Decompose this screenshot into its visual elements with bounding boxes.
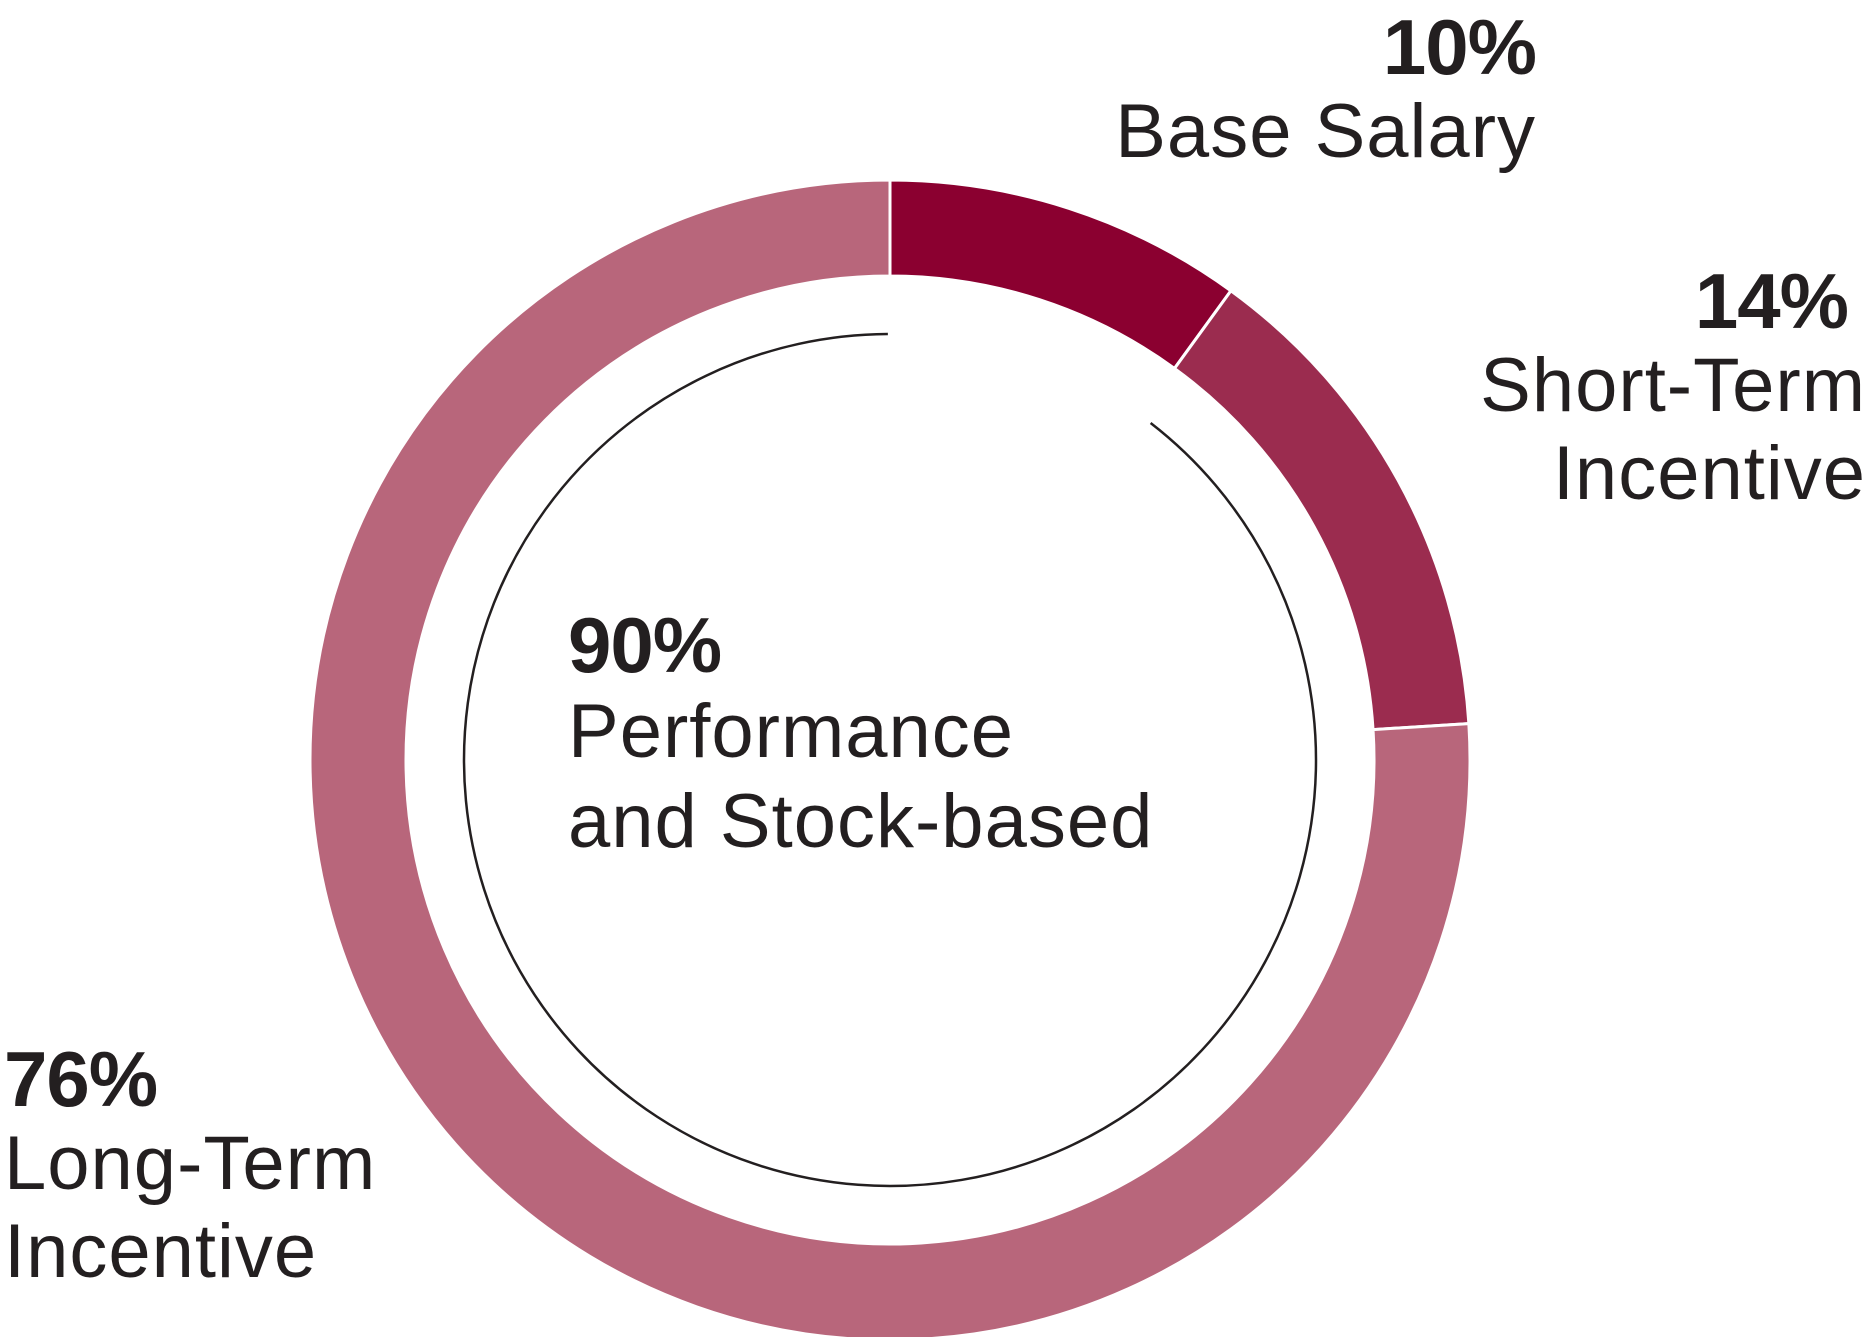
- long-term-percent: 76%: [4, 1035, 158, 1123]
- base-salary-percent: 10%: [1382, 3, 1537, 91]
- slice-base-salary: [888, 178, 1234, 371]
- donut-slices: [308, 178, 1472, 1337]
- long-term-name-line1: Long-Term: [4, 1121, 377, 1206]
- slice-short-term-incentive: [1172, 288, 1471, 732]
- center-text-line2: and Stock-based: [568, 779, 1154, 864]
- center-text-line1: Performance: [568, 689, 1015, 774]
- label-base-salary: 10% Base Salary: [1115, 3, 1537, 174]
- long-term-name-line2: Incentive: [4, 1209, 318, 1294]
- center-percent: 90%: [568, 601, 722, 689]
- performance-stock-arc: [462, 332, 1318, 1188]
- label-long-term-incentive: 76% Long-Term Incentive: [4, 1040, 376, 1290]
- base-salary-name: Base Salary: [1115, 89, 1536, 174]
- center-annotation: 90% Performance and Stock-based: [568, 606, 1153, 860]
- short-term-name-line2: Incentive: [1552, 431, 1866, 516]
- short-term-percent: 14%: [1694, 257, 1849, 345]
- label-short-term-incentive: 14% Short-Term Incentive: [1480, 262, 1866, 512]
- slice-long-term-incentive: [308, 178, 1472, 1337]
- short-term-name-line1: Short-Term: [1480, 343, 1866, 428]
